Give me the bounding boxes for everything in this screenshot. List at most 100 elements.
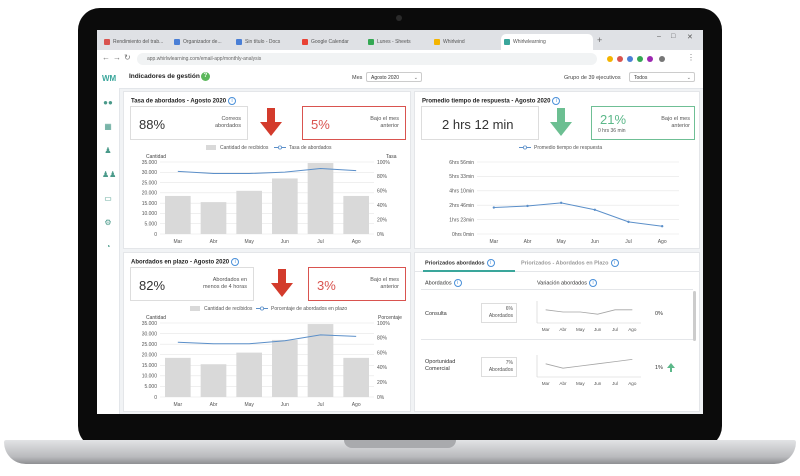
browser-tab[interactable]: Google Calendar [299,34,363,50]
month-select[interactable]: Agosto 2020 ⌄ [366,72,422,82]
group-chart-icon[interactable]: ♟♟ [102,170,117,179]
bar [307,163,334,234]
y-right-tick-label: 100% [377,160,390,166]
x-tick-label: Ago [352,239,361,245]
profile-icon[interactable] [659,56,665,62]
forward-icon[interactable]: → [113,53,121,62]
change-box: 21% 0 hrs 36 min Bajo el mes anterior [591,106,695,140]
bar [236,190,263,234]
bar [164,195,191,234]
extension-icon[interactable] [627,56,633,62]
row-label: Oportunidad Comercial [425,359,456,372]
settings-user-icon[interactable]: ⚙ [104,218,112,227]
legend-line-marker [277,145,282,150]
bar [343,195,370,234]
change-label: Bajo el mes anterior [661,116,690,129]
refresh-user-icon[interactable]: ◔ [105,242,111,251]
close-icon[interactable]: ✕ [687,34,693,41]
tab-priorizados-plazo[interactable]: Priorizados - Abordados en Plazo i [521,259,619,267]
favicon-icon [174,39,180,45]
info-icon[interactable]: i [589,279,598,287]
maximize-icon[interactable]: □ [671,33,676,40]
menu-dots-icon[interactable]: ⋮ [687,53,695,62]
y-right-tick-label: 80% [377,174,388,180]
x-tick-label: Ago [352,402,361,408]
kpi-value: 82% [139,278,166,293]
browser-tab[interactable]: Whirlwind [431,34,497,50]
x-tick-label: Mar [490,239,499,245]
info-icon[interactable]: i [228,97,237,105]
info-icon[interactable]: i [231,258,240,266]
browser-tab[interactable]: Lunes - Sheets [365,34,429,50]
sparkline-series [545,359,633,369]
kpi-box: 2 hrs 12 min [421,106,539,140]
column-header-abordados: Abordados i [425,279,462,287]
extension-icon[interactable] [617,56,623,62]
x-tick-label: Jun [281,402,289,408]
y-tick-label: 1hrs 23min [449,217,474,223]
right-axis-label: Tasa [386,154,397,160]
help-icon[interactable]: ? [201,72,210,81]
extension-icon[interactable] [647,56,653,62]
app-sidebar: WM ●● ▦ ♟ ♟♟ ▭ ⚙ ◔ [97,68,120,414]
team-icon[interactable]: ●● [103,98,113,107]
y-right-tick-label: 20% [377,380,388,386]
down-arrow-icon [550,108,572,136]
back-icon[interactable]: ← [102,53,110,62]
group-select[interactable]: Todos ⌄ [629,72,695,82]
browser-tab[interactable]: Organizador de... [171,34,231,50]
x-tick-label: Jun [281,239,289,245]
down-arrow-icon [271,269,293,297]
browser-tab-active[interactable]: Whirlwlearning [501,34,593,50]
toggle-icon[interactable]: ▭ [104,194,112,203]
x-tick-label: Jul [625,239,631,245]
org-chart-icon[interactable]: ▦ [104,122,112,131]
bar [343,357,370,397]
scrollbar[interactable] [693,291,696,341]
info-icon[interactable]: i [486,259,495,267]
bar [236,352,263,397]
person-chart-icon[interactable]: ♟ [104,146,112,155]
sparkline-consulta: Mar Abr May Jun Jul Ago [536,301,641,332]
new-tab-button[interactable]: + [597,35,603,45]
address-bar: ← → ↻ app.whirlwlearning.com/email-app/m… [97,50,703,69]
y-right-tick-label: 0% [377,395,385,401]
series-point [492,206,496,209]
info-icon[interactable]: i [453,279,462,287]
browser-tab[interactable]: Rendimiento del trab... [101,34,169,50]
x-tick-label: Abr [559,327,567,332]
info-icon[interactable]: i [610,259,619,267]
extension-icon[interactable] [607,56,613,62]
y-tick-label: 30.000 [142,331,158,337]
active-tab-underline [423,270,515,272]
y-tick-label: 25.000 [142,342,158,348]
tab-priorizados-abordados[interactable]: Priorizados abordados i [425,259,495,267]
info-icon[interactable]: i [552,97,561,105]
chevron-down-icon: ⌄ [413,75,418,81]
change-box: 3% Bajo el mes anterior [308,267,406,301]
right-axis-label: Porcentaje [378,315,402,321]
x-tick-label: Mar [542,381,550,386]
change-value: 5% [311,117,330,132]
panel-priorizados: Priorizados abordados i Priorizados - Abo… [414,252,700,412]
browser-tab[interactable]: Sin título - Docs [233,34,297,50]
change-label: Bajo el mes anterior [370,277,399,290]
y-tick-label: 2hrs 46min [449,203,474,209]
browser-tab-strip: Rendimiento del trab... Organizador de..… [97,30,703,50]
sparkline-oportunidad: Mar Abr May Jun Jul Ago [536,355,641,386]
reload-icon[interactable]: ↻ [124,53,131,62]
change-value: 21% [600,112,627,127]
y-tick-label: 5hrs 33min [449,174,474,180]
url-input[interactable]: app.whirlwlearning.com/email-app/monthly… [137,53,597,65]
minimize-icon[interactable]: – [657,33,661,40]
page-header: Indicadores de gestión ? Mes Agosto 2020… [119,68,703,89]
column-header-variacion: Variación abordados i [537,279,598,287]
panel-tasa-abordados: Tasa de abordados - Agosto 2020 i 88% Cor… [123,91,411,249]
kpi-box: 88% Correos abordados [130,106,248,140]
y-tick-label: 5.000 [144,222,157,228]
x-tick-label: Jul [317,402,323,408]
divider [421,339,693,340]
extension-icon[interactable] [637,56,643,62]
series-point [660,225,664,228]
bar [200,202,227,234]
